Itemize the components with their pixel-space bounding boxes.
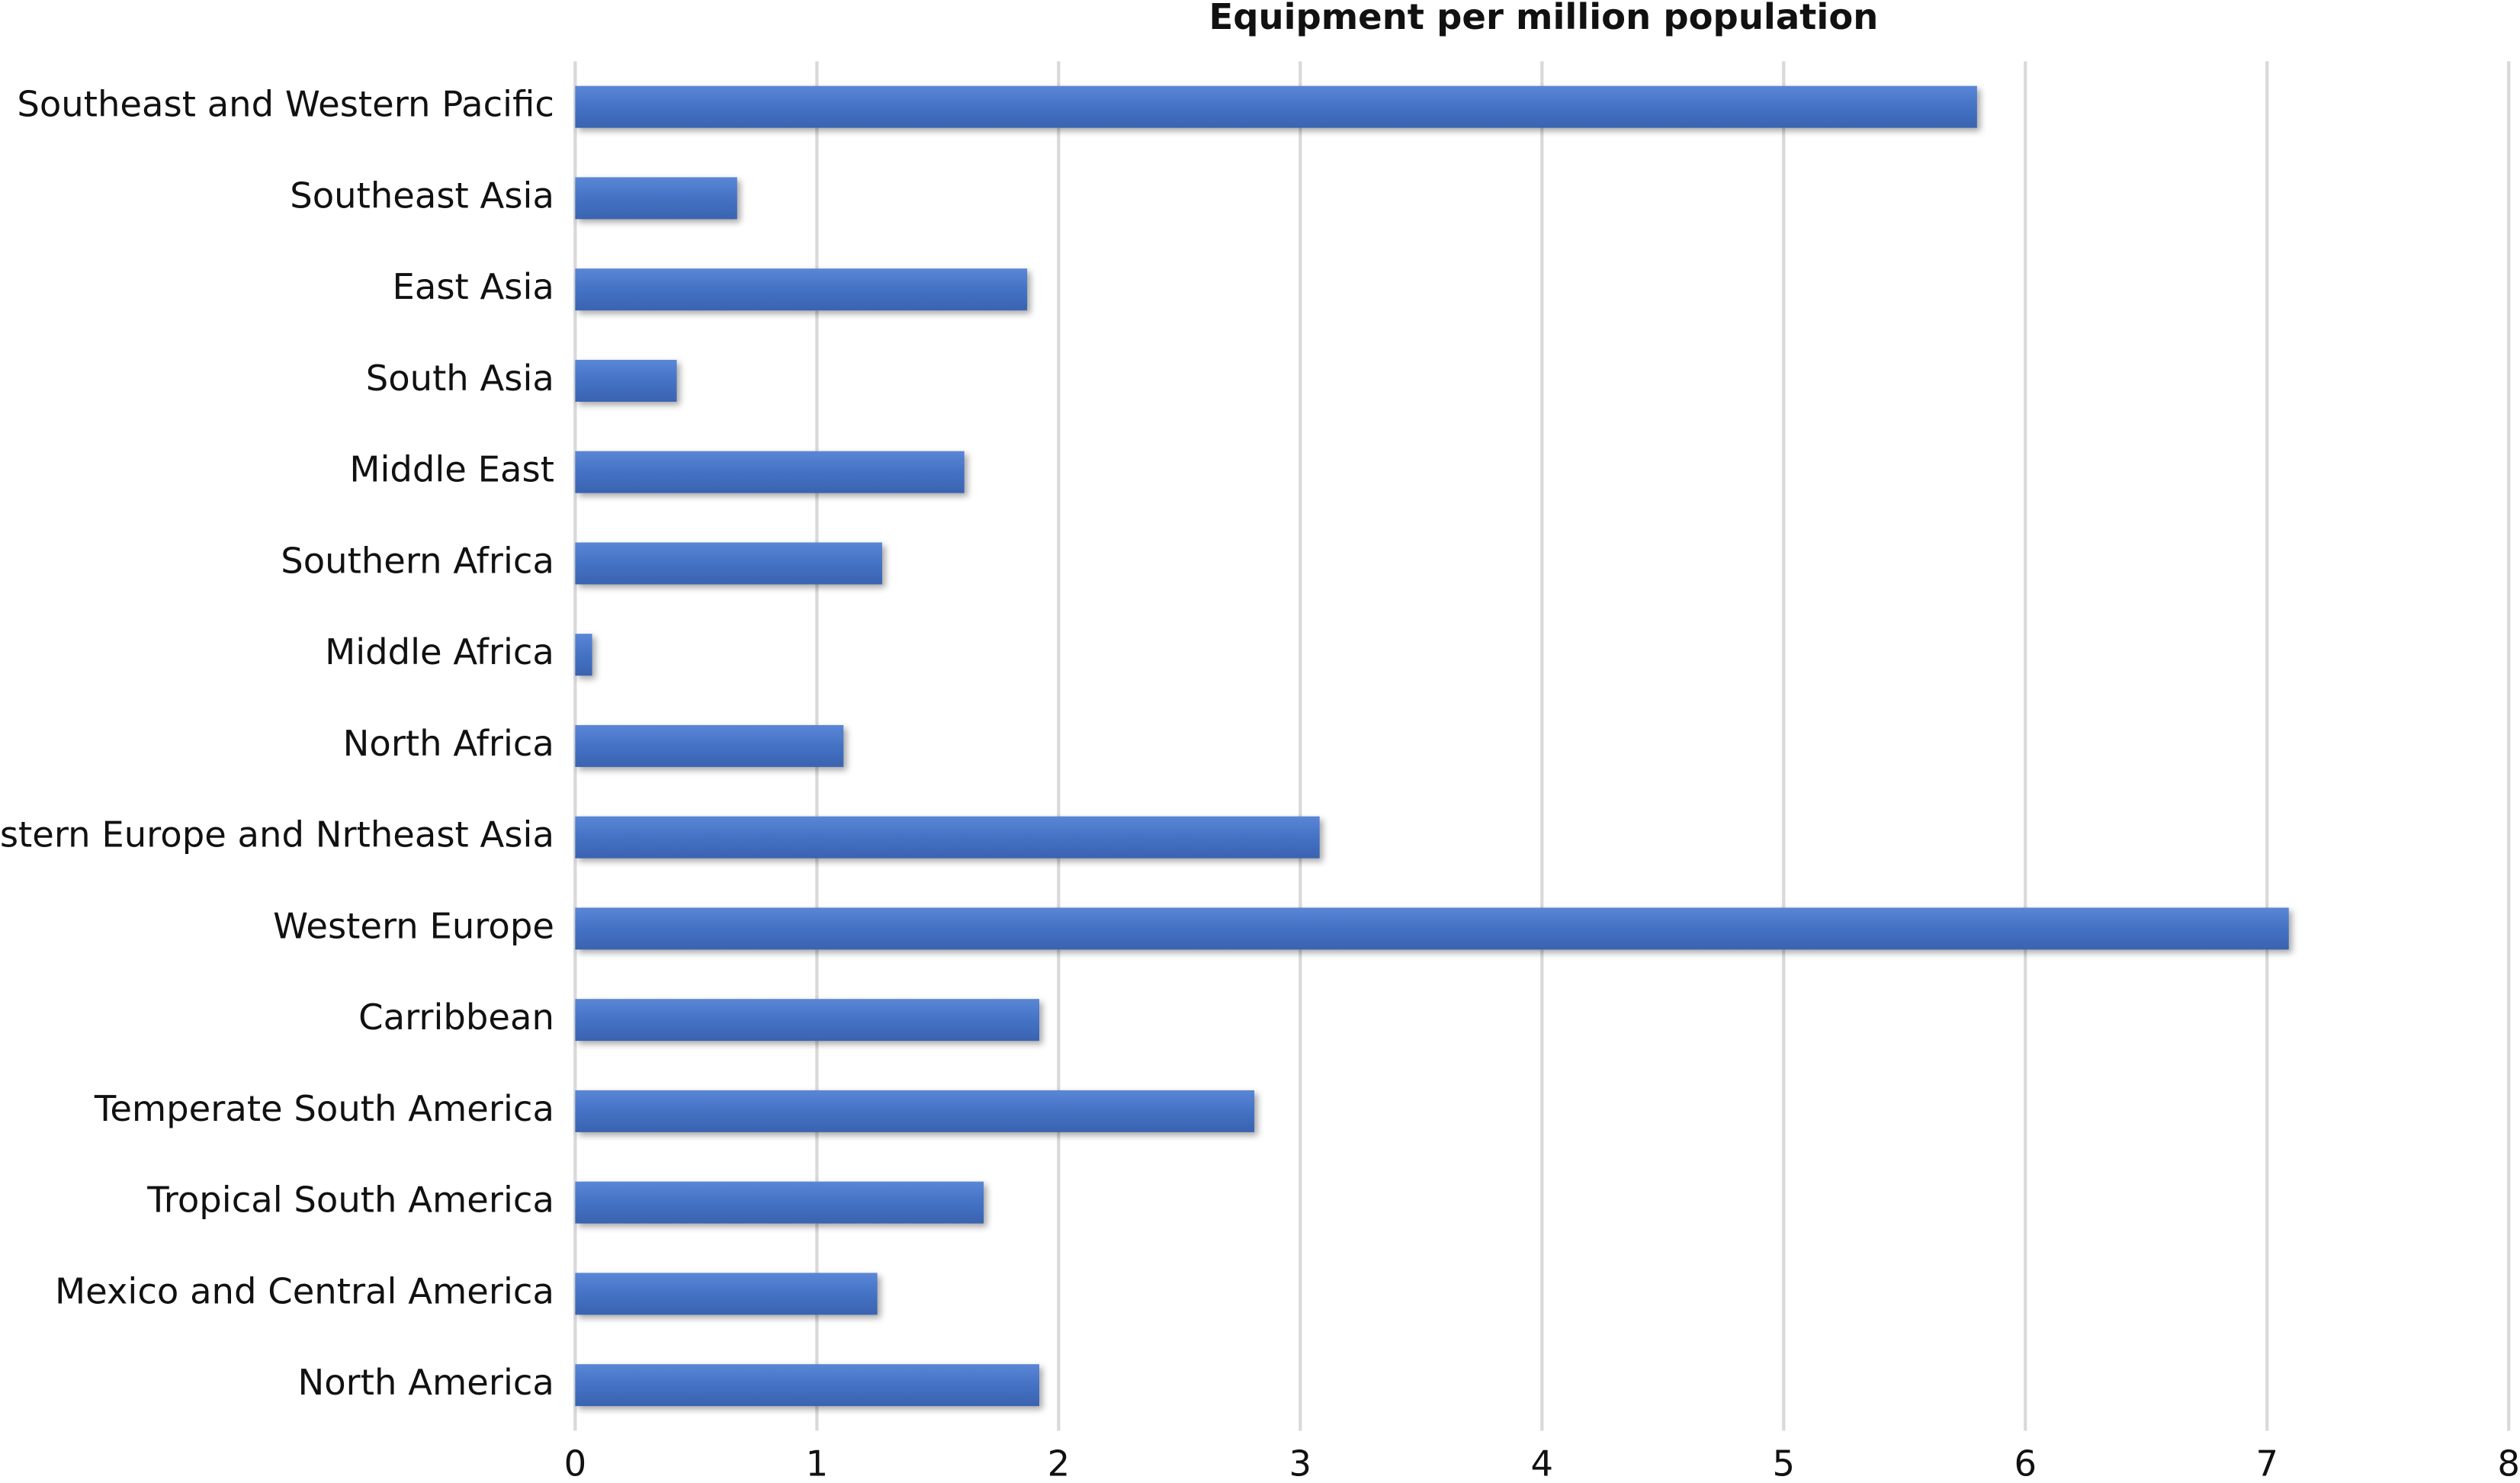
- bar: [575, 268, 1028, 311]
- y-tick-label: Southern Africa: [281, 540, 554, 581]
- y-tick-label: South Asia: [366, 358, 554, 399]
- x-tick-label: 5: [1772, 1443, 1795, 1483]
- bar: [575, 724, 844, 767]
- bar: [575, 816, 1320, 859]
- bar: [575, 1181, 984, 1224]
- chart-title: Equipment per million population: [1209, 0, 1878, 37]
- bar: [575, 634, 592, 676]
- y-tick-label: Eastern Europe and Nrtheast Asia: [0, 814, 554, 855]
- x-tick-label: 1: [806, 1443, 829, 1483]
- y-tick-label: Mexico and Central America: [55, 1270, 554, 1311]
- bar: [575, 177, 737, 220]
- bar: [575, 1090, 1255, 1132]
- x-tick-label: 4: [1531, 1443, 1554, 1483]
- y-tick-label: Tropical South America: [146, 1180, 554, 1221]
- y-tick-label: Western Europe: [273, 905, 554, 946]
- y-tick-label: Middle East: [349, 449, 554, 490]
- x-tick-label: 7: [2255, 1443, 2278, 1483]
- y-tick-label: Middle Africa: [325, 631, 554, 672]
- bar: [575, 542, 882, 585]
- bar: [575, 907, 2289, 950]
- y-tick-label: East Asia: [392, 266, 554, 307]
- y-tick-label: North Africa: [343, 723, 554, 764]
- x-tick-label: 2: [1048, 1443, 1071, 1483]
- x-tick-label: 8: [2497, 1443, 2520, 1483]
- y-tick-label: Southeast and Western Pacific: [17, 84, 554, 125]
- x-tick-label: 0: [564, 1443, 587, 1483]
- y-tick-label: North America: [297, 1362, 554, 1403]
- bar: [575, 451, 965, 493]
- x-tick-label: 3: [1289, 1443, 1312, 1483]
- bar: [575, 359, 677, 402]
- bar: [575, 1364, 1039, 1407]
- bar: [575, 1273, 878, 1315]
- y-tick-label: Southeast Asia: [290, 175, 554, 216]
- y-tick-label: Temperate South America: [94, 1088, 554, 1129]
- bar: [575, 999, 1039, 1042]
- x-tick-label: 6: [2014, 1443, 2037, 1483]
- y-tick-label: Carribbean: [358, 997, 554, 1038]
- bar: [575, 85, 1977, 128]
